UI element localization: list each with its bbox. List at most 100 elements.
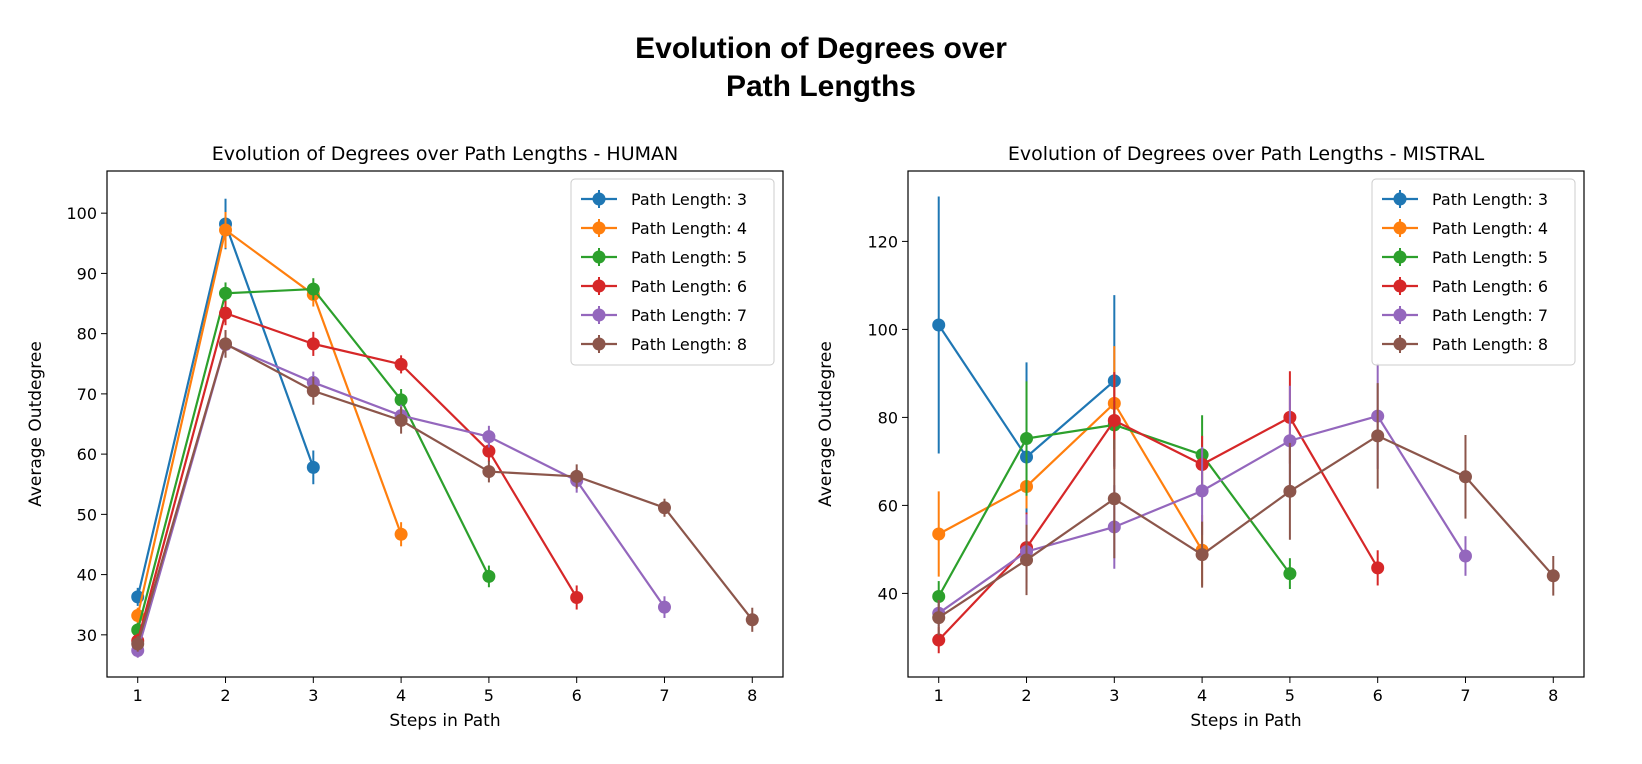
legend-marker: [1393, 250, 1407, 264]
y-axis-label: Average Outdegree: [26, 341, 46, 507]
y-tick-label: 60: [878, 496, 898, 515]
data-point: [219, 223, 233, 237]
data-point: [482, 569, 496, 583]
data-point: [131, 637, 145, 651]
y-tick-label: 100: [66, 204, 97, 223]
chart-panel-2: Evolution of Degrees over Path Lengths -…: [816, 143, 1585, 731]
x-tick-label: 3: [1109, 686, 1119, 705]
legend-box: [570, 178, 775, 366]
data-point: [1107, 413, 1121, 427]
series-6: [932, 383, 1560, 636]
x-tick-label: 8: [1548, 686, 1558, 705]
series-5: [131, 332, 671, 658]
legend-label: Path Length: 3: [1432, 190, 1548, 209]
legend-marker: [592, 221, 606, 235]
x-tick-label: 7: [659, 686, 669, 705]
data-point: [1283, 434, 1297, 448]
data-point: [482, 465, 496, 479]
data-point: [394, 527, 408, 541]
figure-title-line-1: Evolution of Degrees over: [635, 32, 1007, 65]
x-tick-label: 5: [1285, 686, 1295, 705]
series-line: [136, 228, 403, 616]
plot-area: [131, 198, 759, 658]
x-tick-label: 6: [1373, 686, 1383, 705]
x-axis-label: Steps in Path: [1190, 711, 1301, 731]
series-4: [932, 371, 1385, 654]
data-point: [482, 430, 496, 444]
x-tick-label: 7: [1460, 686, 1470, 705]
legend-label: Path Length: 5: [1432, 248, 1548, 267]
x-tick-label: 1: [934, 686, 944, 705]
series-2: [131, 211, 408, 624]
y-tick-label: 90: [77, 264, 97, 283]
legend-label: Path Length: 6: [1432, 277, 1548, 296]
legend-box: [1371, 178, 1576, 366]
data-point: [1195, 484, 1209, 498]
legend-label: Path Length: 4: [1432, 219, 1548, 238]
data-point: [219, 306, 233, 320]
x-tick-label: 2: [220, 686, 230, 705]
axes-frame: [106, 170, 784, 678]
y-tick-label: 70: [77, 385, 97, 404]
y-tick-label: 80: [878, 408, 898, 427]
data-point: [482, 444, 496, 458]
series-line: [937, 415, 1379, 641]
y-tick-label: 40: [878, 584, 898, 603]
chart-title: Evolution of Degrees over Path Lengths -…: [1008, 143, 1485, 165]
legend: Path Length: 3 Path Length: 4 Path Length:…: [1371, 178, 1576, 366]
series-line: [938, 401, 1204, 551]
legend-label: Path Length: 3: [631, 190, 747, 209]
legend-marker: [592, 337, 606, 351]
data-point: [1107, 492, 1121, 506]
data-point: [394, 393, 408, 407]
legend-marker: [1393, 337, 1407, 351]
data-point: [1371, 429, 1385, 443]
data-point: [394, 413, 408, 427]
y-tick-label: 50: [77, 505, 97, 524]
data-point: [1283, 484, 1297, 498]
x-tick-label: 6: [572, 686, 582, 705]
legend-marker: [1393, 192, 1407, 206]
legend-marker: [592, 308, 606, 322]
legend-marker: [592, 279, 606, 293]
legend-label: Path Length: 7: [1432, 306, 1548, 325]
x-tick-label: 4: [1197, 686, 1207, 705]
series-line: [136, 311, 578, 642]
legend-marker: [592, 192, 606, 206]
y-axis-label: Average Outdegree: [816, 341, 836, 507]
data-point: [1458, 470, 1472, 484]
x-tick-label: 8: [747, 686, 757, 705]
x-tick-label: 3: [308, 686, 318, 705]
legend-marker: [1393, 279, 1407, 293]
series-4: [131, 301, 584, 649]
y-tick-label: 100: [867, 320, 898, 339]
x-tick-label: 1: [133, 686, 143, 705]
chart-title: Evolution of Degrees over Path Lengths -…: [212, 143, 678, 165]
data-point: [570, 469, 584, 483]
legend-label: Path Length: 4: [631, 219, 747, 238]
data-point: [932, 527, 946, 541]
plot-area: [932, 196, 1560, 654]
x-axis-label: Steps in Path: [389, 711, 500, 731]
data-point: [1371, 561, 1385, 575]
data-point: [306, 384, 320, 398]
data-point: [1546, 569, 1560, 583]
legend-label: Path Length: 5: [631, 248, 747, 267]
data-point: [1020, 432, 1034, 446]
data-point: [745, 613, 759, 627]
legend-marker: [1393, 308, 1407, 322]
series-line: [938, 434, 1555, 619]
legend-label: Path Length: 8: [1432, 335, 1548, 354]
series-2: [932, 346, 1209, 586]
data-point: [219, 337, 233, 351]
data-point: [932, 589, 946, 603]
y-tick-label: 40: [77, 566, 97, 585]
series-6: [131, 330, 759, 652]
y-tick-label: 30: [77, 626, 97, 645]
data-point: [932, 633, 946, 647]
series-line: [136, 342, 754, 645]
data-point: [932, 318, 946, 332]
y-tick-label: 120: [867, 232, 898, 251]
figure-title: Evolution of Degrees over Path Lengths: [0, 30, 1642, 106]
data-point: [394, 357, 408, 371]
